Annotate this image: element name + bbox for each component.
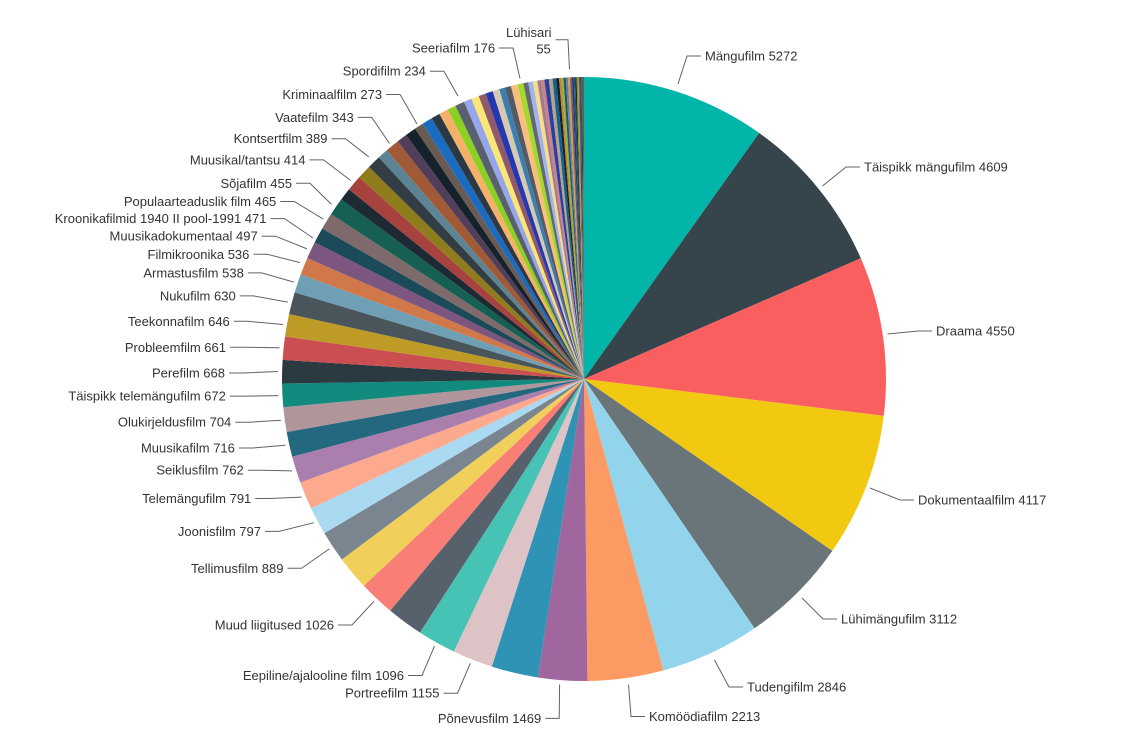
svg-text:Seiklusfilm 762: Seiklusfilm 762 xyxy=(156,463,243,478)
svg-text:Populaarteaduslik film 465: Populaarteaduslik film 465 xyxy=(124,194,276,209)
svg-text:Muusikadokumentaal 497: Muusikadokumentaal 497 xyxy=(110,229,258,244)
svg-text:55: 55 xyxy=(536,42,550,57)
svg-text:Mängufilm 5272: Mängufilm 5272 xyxy=(705,49,798,64)
svg-text:Eepiline/ajalooline film 1096: Eepiline/ajalooline film 1096 xyxy=(243,668,404,683)
svg-text:Tellimusfilm 889: Tellimusfilm 889 xyxy=(191,561,283,576)
svg-text:Joonisfilm 797: Joonisfilm 797 xyxy=(178,524,261,539)
svg-text:Telemängufilm 791: Telemängufilm 791 xyxy=(142,491,251,506)
svg-text:Probleemfilm 661: Probleemfilm 661 xyxy=(125,340,226,355)
svg-text:Muusikal/tantsu 414: Muusikal/tantsu 414 xyxy=(190,152,306,167)
svg-text:Lühimängufilm 3112: Lühimängufilm 3112 xyxy=(841,612,957,627)
svg-text:Nukufilm 630: Nukufilm 630 xyxy=(160,288,236,303)
svg-text:Komöödiafilm 2213: Komöödiafilm 2213 xyxy=(649,709,760,724)
svg-text:Dokumentaalfilm 4117: Dokumentaalfilm 4117 xyxy=(918,493,1046,508)
svg-text:Filmikroonika 536: Filmikroonika 536 xyxy=(148,247,250,262)
svg-text:Vaatefilm 343: Vaatefilm 343 xyxy=(275,110,354,125)
svg-text:Kroonikafilmid 1940 II pool-19: Kroonikafilmid 1940 II pool-1991 471 xyxy=(55,211,267,226)
svg-text:Olukirjeldusfilm 704: Olukirjeldusfilm 704 xyxy=(118,415,231,430)
svg-text:Täispikk telemängufilm 672: Täispikk telemängufilm 672 xyxy=(68,389,226,404)
svg-text:Armastusfilm 538: Armastusfilm 538 xyxy=(143,265,243,280)
svg-text:Teekonnafilm 646: Teekonnafilm 646 xyxy=(128,314,230,329)
svg-text:Kriminaalfilm 273: Kriminaalfilm 273 xyxy=(282,87,382,102)
svg-text:Tudengifilm 2846: Tudengifilm 2846 xyxy=(747,680,846,695)
svg-text:Spordifilm 234: Spordifilm 234 xyxy=(343,64,426,79)
svg-text:Täispikk mängufilm 4609: Täispikk mängufilm 4609 xyxy=(864,160,1008,175)
svg-text:Lühisari: Lühisari xyxy=(506,25,552,40)
svg-text:Draama 4550: Draama 4550 xyxy=(936,324,1015,339)
svg-text:Portreefilm 1155: Portreefilm 1155 xyxy=(345,686,439,701)
svg-text:Perefilm 668: Perefilm 668 xyxy=(152,366,225,381)
svg-text:Põnevusfilm 1469: Põnevusfilm 1469 xyxy=(438,711,541,726)
svg-text:Muud liigitused 1026: Muud liigitused 1026 xyxy=(215,618,334,633)
svg-text:Kontsertfilm 389: Kontsertfilm 389 xyxy=(234,131,328,146)
svg-text:Muusikafilm 716: Muusikafilm 716 xyxy=(141,441,235,456)
svg-text:Sõjafilm 455: Sõjafilm 455 xyxy=(220,176,292,191)
svg-text:Seeriafilm 176: Seeriafilm 176 xyxy=(412,41,495,56)
